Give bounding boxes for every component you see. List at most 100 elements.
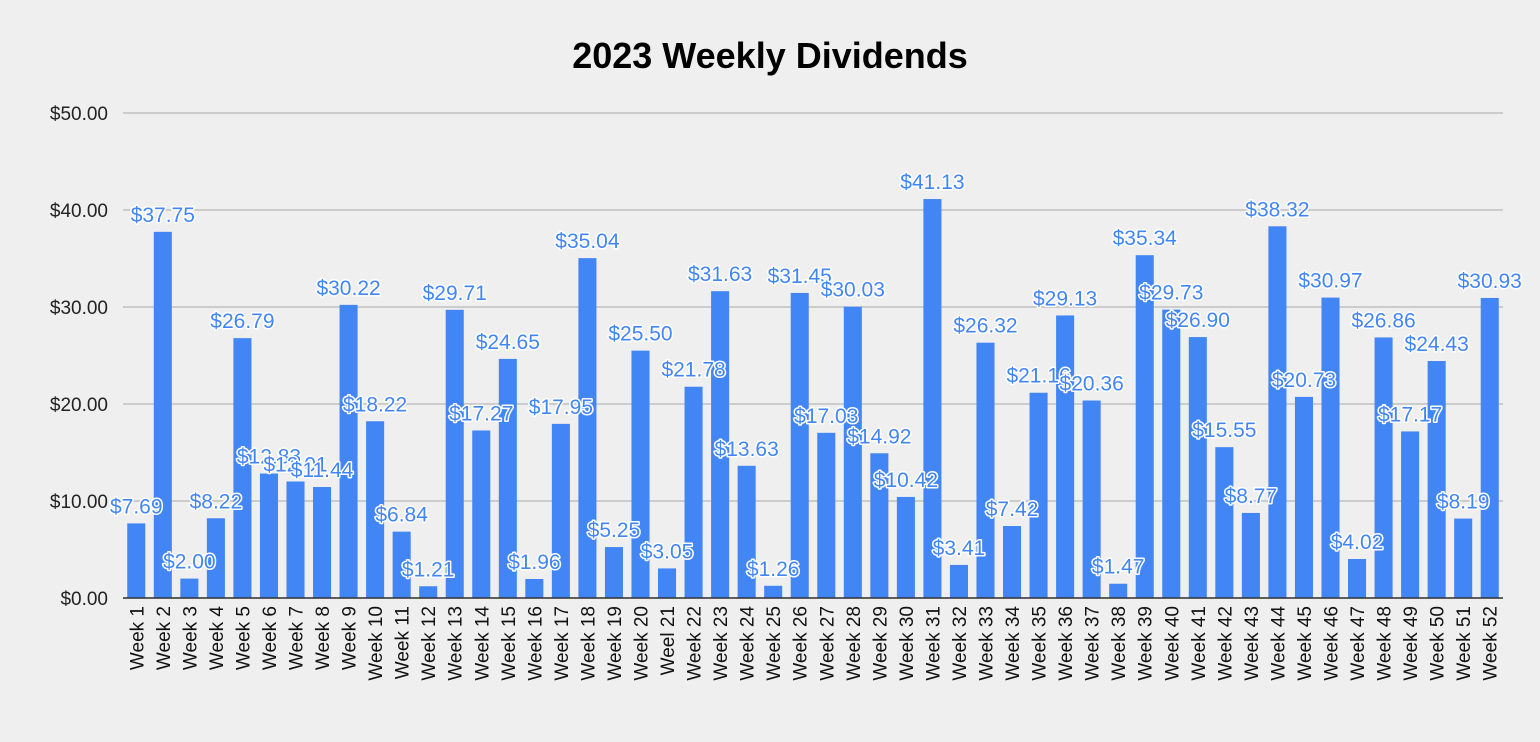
x-tick-label: Week 42 [1215, 606, 1236, 681]
data-label: $30.93 [1458, 270, 1522, 293]
x-tick-label: Week 40 [1162, 606, 1183, 681]
bar [1029, 392, 1048, 598]
x-tick-label: Week 37 [1083, 606, 1104, 681]
bar [1348, 559, 1367, 598]
x-tick-label: Week 47 [1348, 606, 1369, 681]
data-label: $7.42 [986, 498, 1039, 521]
x-tick-label: Week 25 [764, 606, 785, 681]
bar [153, 231, 172, 598]
data-label: $7.69 [110, 495, 163, 518]
y-tick-label: $20.00 [50, 395, 108, 416]
bar [1321, 297, 1340, 598]
data-label: $29.73 [1139, 282, 1203, 305]
bar [313, 487, 332, 598]
x-tick-label: Week 33 [977, 606, 998, 681]
bar [764, 585, 783, 598]
x-tick-label: Week 7 [287, 606, 308, 670]
data-label: $18.22 [343, 393, 407, 416]
data-label: $1.47 [1092, 556, 1145, 579]
data-label: $26.79 [210, 310, 274, 333]
bar [525, 578, 544, 598]
data-label: $10.42 [874, 469, 938, 492]
x-tick-label: Week 44 [1268, 606, 1289, 681]
x-tick-label: Week 26 [791, 606, 812, 681]
x-tick-label: Week 41 [1189, 606, 1210, 681]
data-label: $17.17 [1378, 403, 1442, 426]
y-tick-label: $0.00 [60, 589, 108, 610]
bar [1056, 315, 1075, 598]
bar [976, 342, 995, 598]
x-tick-label: Week 43 [1242, 606, 1263, 681]
data-label: $12.83 [237, 446, 301, 469]
bar [472, 430, 491, 598]
bar [1241, 512, 1260, 598]
bar [1162, 309, 1181, 598]
x-tick-label: Week 18 [578, 606, 599, 681]
bar [684, 386, 703, 598]
bar [817, 432, 836, 598]
x-tick-label: Week 19 [605, 606, 626, 681]
bars [127, 199, 1499, 598]
x-tick-label: Week 36 [1056, 606, 1077, 681]
bar [366, 421, 385, 598]
data-label: $29.71 [423, 282, 487, 305]
bar [1082, 400, 1101, 598]
data-label: $3.41 [933, 537, 986, 560]
x-tick-label: Week 14 [472, 606, 493, 681]
data-label: $31.63 [688, 263, 752, 286]
data-label: $37.75 [131, 204, 195, 227]
bar [1188, 337, 1207, 598]
y-tick-label: $50.00 [50, 104, 108, 125]
bar [1374, 337, 1393, 598]
bar [949, 564, 968, 598]
data-label: $8.77 [1225, 485, 1278, 508]
data-label: $13.63 [715, 438, 779, 461]
x-tick-label: Week 17 [552, 606, 573, 681]
x-tick-label: Week 8 [313, 606, 334, 670]
x-tick-label: Week 10 [366, 606, 387, 681]
x-tick-label: Week 4 [207, 606, 228, 671]
bar [339, 304, 358, 598]
bar [392, 531, 411, 598]
bar [737, 465, 756, 598]
bar [1294, 396, 1313, 598]
x-tick-label: Week 45 [1295, 606, 1316, 681]
data-label: $26.90 [1166, 309, 1230, 332]
x-tick-label: Week 51 [1454, 606, 1475, 681]
x-tick-label: Week 22 [685, 606, 706, 681]
data-label: $1.26 [747, 558, 800, 581]
data-label: $5.25 [588, 519, 641, 542]
bar [1215, 447, 1234, 598]
y-tick-label: $10.00 [50, 492, 108, 513]
data-label: $17.95 [529, 396, 593, 419]
x-tick-label: Week 50 [1428, 606, 1449, 681]
bar [498, 358, 517, 598]
bar [551, 423, 570, 598]
data-label: $24.65 [476, 331, 540, 354]
data-label: $8.22 [190, 490, 243, 513]
data-label: $15.55 [1192, 419, 1256, 442]
y-tick-label: $30.00 [50, 298, 108, 319]
data-label: $30.03 [821, 279, 885, 302]
x-tick-label: Week 3 [180, 606, 201, 670]
y-axis-ticks: $0.00 $10.00 $20.00 $30.00 $40.00 $50.00 [50, 104, 108, 610]
bar [286, 481, 305, 598]
x-tick-label: Week 34 [1003, 606, 1024, 681]
bar [1480, 297, 1499, 598]
bar [1135, 255, 1154, 598]
bar [923, 199, 942, 598]
data-label: $17.03 [794, 405, 858, 428]
x-tick-label: Week 20 [632, 606, 653, 681]
data-label: $17.27 [449, 402, 513, 425]
bar [896, 496, 915, 598]
x-tick-label: Week 29 [870, 606, 891, 681]
x-tick-label: Week 31 [923, 606, 944, 681]
data-label: $35.04 [555, 230, 620, 253]
data-label: $1.96 [508, 551, 561, 574]
chart-title: 2023 Weekly Dividends [572, 35, 968, 76]
bar [1427, 361, 1446, 598]
data-label: $24.43 [1405, 333, 1469, 356]
bar [790, 292, 809, 598]
